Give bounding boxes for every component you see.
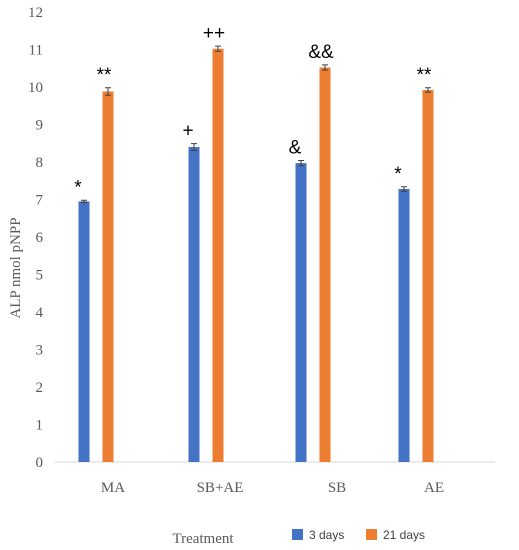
significance-annotation: *: [74, 177, 82, 198]
significance-annotation: **: [417, 65, 432, 86]
category-label: SB+AE: [197, 480, 244, 496]
y-tick-label: 2: [36, 380, 44, 396]
bar-21-days-sb: [319, 67, 331, 462]
y-tick-label: 5: [36, 268, 44, 284]
significance-annotation: +: [182, 121, 193, 142]
y-tick-label: 6: [36, 230, 44, 246]
category-label: SB: [328, 480, 346, 496]
y-tick-label: 10: [28, 80, 43, 96]
y-tick-label: 11: [29, 43, 43, 59]
y-tick-label: 3: [36, 343, 44, 359]
bars-layer: ***+++&&&***: [74, 23, 434, 462]
legend-swatch: [366, 529, 377, 540]
legend-swatch: [292, 529, 303, 540]
bar-3-days-ma: [78, 201, 90, 462]
bar-21-days-ae: [422, 90, 434, 462]
significance-annotation: *: [394, 164, 402, 185]
y-tick-label: 8: [36, 155, 44, 171]
bar-3-days-ae: [398, 189, 410, 462]
legend-label: 21 days: [383, 528, 425, 542]
bar-3-days-sb+ae: [188, 147, 200, 462]
significance-annotation: **: [97, 65, 112, 86]
bar-21-days-ma: [102, 91, 114, 462]
significance-annotation: ++: [203, 23, 225, 44]
y-tick-label: 1: [36, 418, 44, 434]
bar-21-days-sb+ae: [212, 48, 224, 462]
y-tick-label: 12: [28, 5, 43, 21]
y-tick-label: 0: [36, 455, 44, 471]
significance-annotation: &: [289, 138, 302, 159]
category-labels: MA SB+AE SB AE: [101, 480, 444, 496]
legend: 3 days 21 days: [292, 528, 425, 542]
y-axis-title: ALP nmol pNPP: [8, 217, 24, 318]
legend-label: 3 days: [309, 528, 344, 542]
y-tick-label: 7: [36, 193, 44, 209]
y-tick-label: 9: [36, 118, 44, 134]
category-label: MA: [101, 480, 125, 496]
x-axis-title: Treatment: [172, 531, 234, 547]
bar-3-days-sb: [295, 163, 307, 462]
y-tick-label: 4: [36, 305, 44, 321]
category-label: AE: [424, 480, 444, 496]
significance-annotation: &&: [308, 42, 334, 63]
